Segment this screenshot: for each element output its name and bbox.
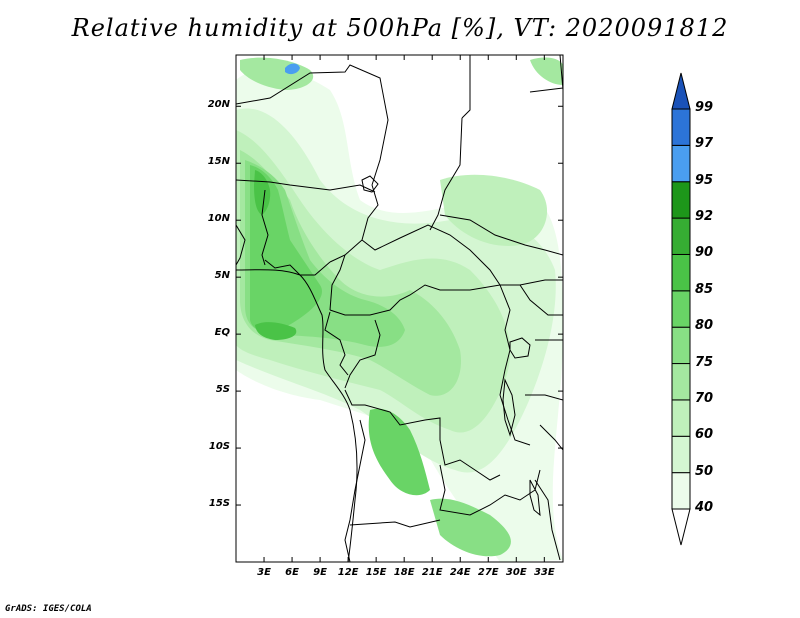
humidity-contour-85-b — [368, 408, 430, 496]
border-libya-egypt — [461, 55, 471, 119]
lake-chad — [361, 175, 379, 193]
colorbar — [671, 72, 691, 546]
colorbar-label: 99 — [695, 100, 714, 115]
border-egypt-sudan — [470, 55, 563, 93]
humidity-contour-75-c — [530, 57, 563, 85]
humidity-contour-90-b — [255, 322, 297, 340]
lon-label: 27E — [477, 567, 499, 578]
colorbar-label: 97 — [695, 136, 714, 152]
border-tanzania — [525, 394, 563, 451]
lon-label: 9E — [313, 567, 327, 578]
lon-label: 12E — [337, 567, 359, 578]
lat-label: 15S — [208, 498, 230, 510]
lat-label: 20N — [207, 99, 230, 111]
colorbar-segment — [671, 108, 691, 146]
colorbar-segment — [671, 181, 691, 219]
border-drc-east — [499, 284, 531, 446]
humidity-contour-85 — [250, 165, 322, 332]
colorbar-segment — [671, 472, 691, 510]
border-drc-angola — [344, 389, 501, 481]
lat-label: 10S — [208, 441, 230, 453]
lon-label: 21E — [421, 567, 443, 578]
lake-victoria — [509, 337, 531, 359]
lat-label: EQ — [214, 327, 230, 339]
border-angola-namibia — [349, 519, 441, 528]
colorbar-label: 80 — [695, 318, 714, 334]
border-angola-south — [344, 419, 366, 562]
colorbar-label: 92 — [695, 209, 714, 225]
lon-label: 24E — [449, 567, 471, 578]
colorbar-segment — [671, 435, 691, 474]
lake-tanganyika — [502, 378, 516, 437]
border-benin — [261, 189, 269, 266]
border-gabon — [324, 311, 349, 376]
lake-malawi — [529, 479, 541, 517]
axis-ticks — [236, 55, 563, 562]
colorbar-segment — [671, 217, 691, 255]
coastline-westafrica — [236, 224, 358, 562]
lat-label: 10N — [207, 213, 230, 225]
border-congo-drc — [344, 319, 381, 389]
border-libya-niger — [236, 64, 389, 186]
lon-label: 3E — [257, 567, 271, 578]
humidity-field — [236, 57, 563, 562]
colorbar-label: 50 — [695, 463, 714, 479]
lon-label: 30E — [505, 567, 527, 578]
colorbar-label: 85 — [695, 281, 714, 297]
border-chad-nigeria — [329, 184, 379, 263]
lat-label: 5N — [214, 270, 230, 282]
colorbar-segment — [671, 144, 691, 183]
humidity-contour-97 — [285, 63, 300, 75]
border-sudan-ssudan — [439, 214, 563, 256]
grads-credit: GrADS: IGES/COLA — [5, 604, 92, 614]
colorbar-segment — [671, 72, 691, 110]
lon-label: 6E — [285, 567, 299, 578]
colorbar-label: 75 — [695, 354, 714, 370]
colorbar-label: 95 — [695, 172, 714, 188]
border-chad-sudan — [429, 117, 463, 231]
colorbar-segment — [671, 326, 691, 365]
border-mozambique — [534, 479, 561, 561]
map-title: Relative humidity at 500hPa [%], VT: 202… — [71, 14, 729, 42]
colorbar-label: 60 — [695, 427, 714, 443]
colorbar-segment — [671, 253, 691, 292]
border-chad-car — [361, 224, 501, 286]
colorbar-label: 70 — [695, 390, 714, 406]
map-frame — [235, 54, 564, 563]
colorbar-segment — [671, 399, 691, 437]
colorbar-label: 40 — [695, 500, 714, 515]
lat-label: 5S — [215, 384, 230, 396]
lon-label: 15E — [365, 567, 387, 578]
colorbar-segment — [671, 290, 691, 328]
humidity-contour-80-b — [430, 498, 511, 557]
colorbar-segment — [671, 363, 691, 401]
colorbar-segment — [671, 508, 691, 546]
lon-label: 33E — [533, 567, 555, 578]
colorbar-label: 90 — [695, 245, 714, 261]
border-uganda-kenya — [519, 284, 563, 341]
lon-label: 18E — [393, 567, 415, 578]
border-niger-nigeria — [236, 179, 376, 193]
border-cameroon-car — [329, 254, 346, 311]
border-nigeria-cameroon — [264, 259, 331, 276]
country-borders — [236, 55, 563, 562]
lat-label: 15N — [207, 156, 230, 168]
humidity-contour-70-c — [440, 174, 548, 246]
